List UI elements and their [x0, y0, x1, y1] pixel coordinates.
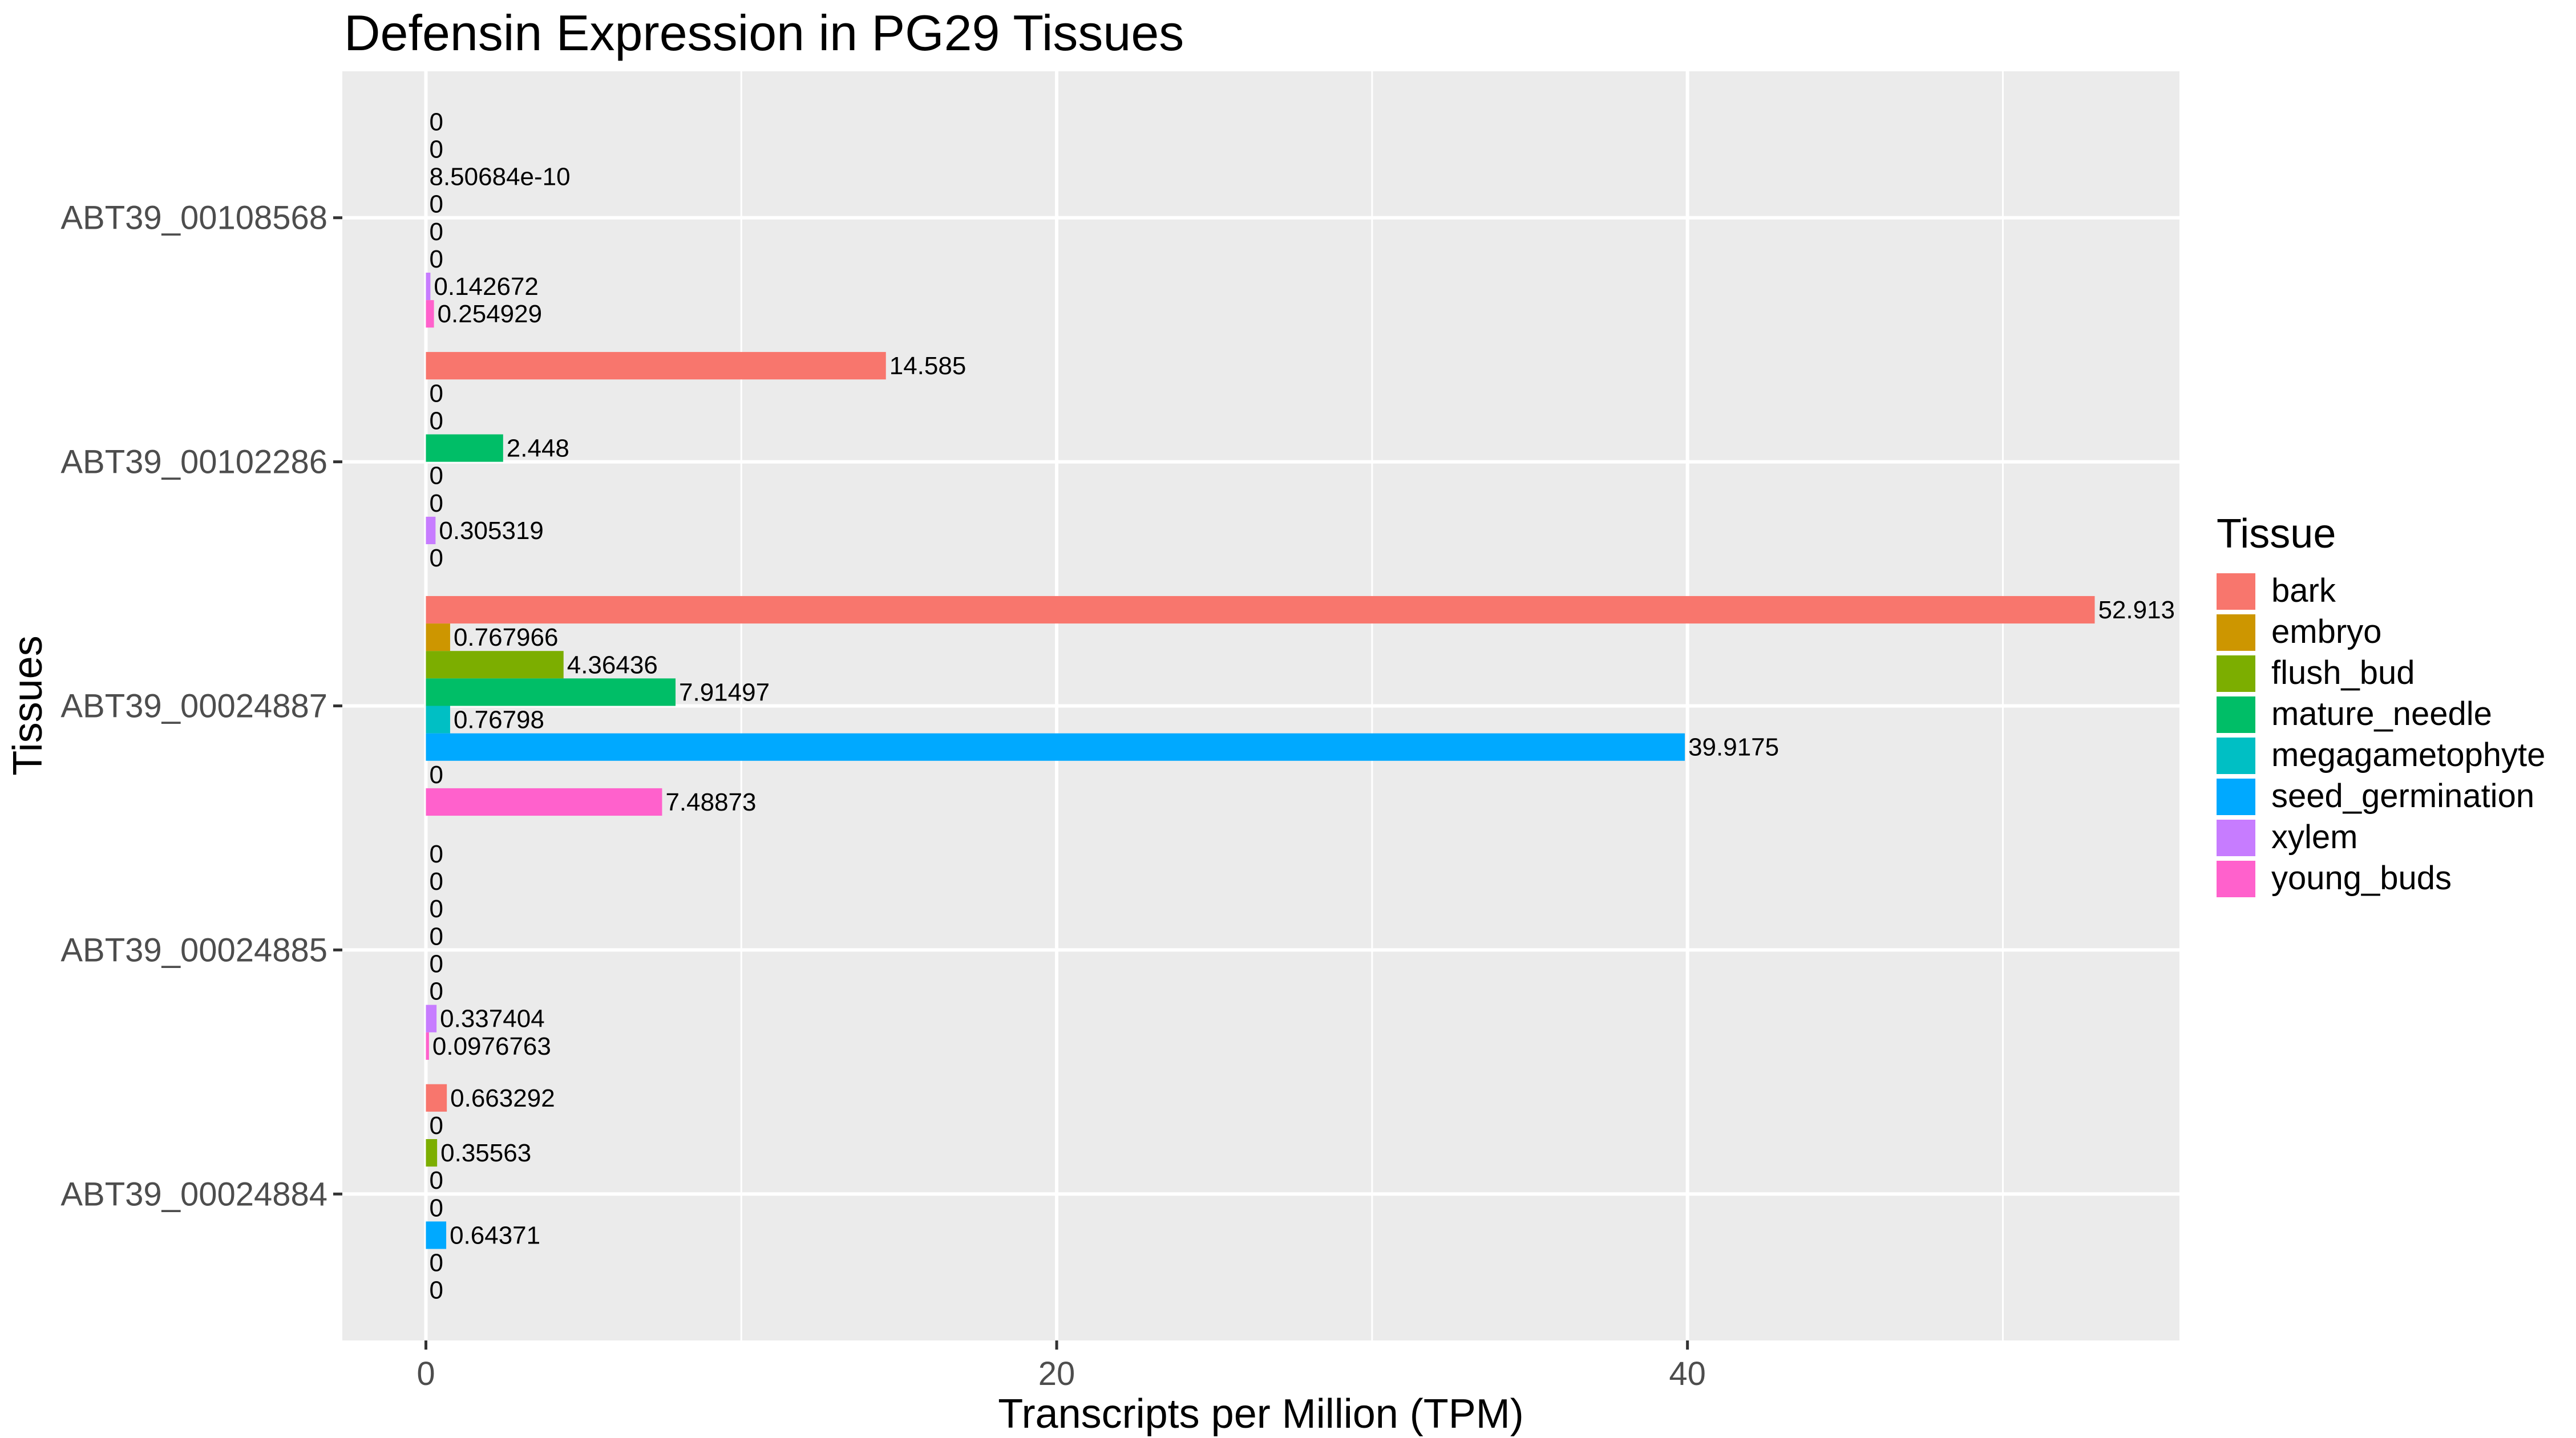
data-label: 0	[429, 1194, 443, 1222]
bar-bark	[426, 352, 886, 380]
data-label: 0	[429, 978, 443, 1006]
bar-embryo	[426, 623, 450, 651]
legend-label: young_buds	[2271, 860, 2452, 897]
data-label: 0	[429, 1249, 443, 1277]
data-label: 0	[429, 489, 443, 517]
y-tick-label: ABT39_00108568	[60, 200, 327, 237]
legend-label: xylem	[2271, 819, 2357, 856]
data-label: 0	[429, 379, 443, 407]
x-tick-label: 20	[1038, 1355, 1075, 1392]
data-label: 0	[429, 135, 443, 163]
bar-young_buds	[426, 1032, 429, 1060]
data-label: 0.663292	[450, 1084, 555, 1112]
data-label: 0	[429, 840, 443, 868]
data-label: 0.64371	[450, 1221, 540, 1249]
legend: Tissue bark embryo flush_bud mature_needlem…	[2217, 511, 2545, 897]
data-label: 52.913	[2098, 596, 2175, 624]
bar-bark	[426, 1084, 447, 1112]
bar-young_buds	[426, 300, 434, 328]
data-label: 0	[429, 544, 443, 572]
data-label: 0	[429, 191, 443, 218]
data-label: 4.36436	[567, 651, 658, 679]
data-label: 39.9175	[1688, 734, 1779, 761]
data-label: 0	[429, 922, 443, 950]
data-label: 0	[429, 245, 443, 273]
data-label: 7.91497	[679, 678, 770, 706]
chart-title: Defensin Expression in PG29 Tissues	[344, 5, 1184, 61]
legend-label: embryo	[2271, 613, 2381, 650]
data-label: 0	[429, 1277, 443, 1305]
x-axis: 0 20 40	[416, 1340, 1706, 1392]
data-label: 0	[429, 895, 443, 923]
bar-xylem	[426, 273, 431, 301]
x-tick-label: 0	[416, 1355, 435, 1392]
data-label: 8.50684e-10	[429, 163, 570, 191]
data-label: 0	[429, 1112, 443, 1140]
bar-flush_bud	[426, 1139, 438, 1167]
x-tick-label: 40	[1669, 1355, 1706, 1392]
legend-label: bark	[2271, 572, 2336, 609]
data-label: 0	[429, 1166, 443, 1194]
legend-label: mature_needle	[2271, 695, 2492, 732]
y-tick-label: ABT39_00024885	[60, 931, 327, 969]
legend-key-seed_germination	[2217, 779, 2255, 815]
data-label: 0	[429, 407, 443, 435]
legend-key-megagametophyte	[2217, 738, 2255, 774]
legend-key-flush_bud	[2217, 655, 2255, 692]
y-tick-label: ABT39_00102286	[60, 444, 327, 481]
data-label: 0.142672	[434, 273, 539, 301]
data-label: 0.767966	[454, 623, 559, 651]
data-label: 0.254929	[438, 300, 543, 328]
data-label: 0	[429, 218, 443, 246]
bar-megagametophyte	[426, 706, 450, 734]
data-label: 0.305319	[439, 517, 544, 545]
legend-title: Tissue	[2217, 511, 2336, 557]
legend-label: flush_bud	[2271, 654, 2415, 691]
data-label: 0	[429, 761, 443, 789]
data-label: 0.0976763	[432, 1032, 551, 1060]
bars	[426, 273, 2095, 1249]
data-label: 0.337404	[440, 1005, 545, 1033]
y-axis: ABT39_00024884 ABT39_00024885 ABT39_000248…	[60, 200, 342, 1213]
bar-mature_needle	[426, 434, 503, 462]
data-label: 0	[429, 950, 443, 978]
data-label: 14.585	[889, 352, 966, 380]
data-label: 0.35563	[440, 1139, 531, 1167]
x-axis-title: Transcripts per Million (TPM)	[998, 1391, 1523, 1437]
legend-key-bark	[2217, 573, 2255, 610]
bar-xylem	[426, 516, 436, 545]
legend-label: seed_germination	[2271, 777, 2534, 815]
bar-flush_bud	[426, 651, 564, 679]
y-tick-label: ABT39_00024887	[60, 688, 327, 725]
data-label: 0	[429, 108, 443, 136]
legend-label: megagametophyte	[2271, 736, 2545, 773]
bar-young_buds	[426, 788, 662, 816]
data-label: 0.76798	[454, 706, 544, 734]
bar-mature_needle	[426, 678, 676, 706]
data-label: 2.448	[507, 435, 569, 463]
y-tick-label: ABT39_00024884	[60, 1176, 327, 1213]
legend-key-embryo	[2217, 614, 2255, 651]
bar-bark	[426, 596, 2095, 624]
data-label: 7.48873	[665, 788, 756, 816]
legend-key-young_buds	[2217, 861, 2255, 897]
data-label: 0	[429, 868, 443, 896]
y-axis-title: Tissues	[5, 635, 51, 775]
legend-key-mature_needle	[2217, 696, 2255, 733]
bar-xylem	[426, 1004, 437, 1032]
legend-key-xylem	[2217, 820, 2255, 856]
data-labels: 0.663292052.91314.5850000.767966000.3556…	[429, 108, 2175, 1304]
bar-seed_germination	[426, 1221, 447, 1249]
data-label: 0	[429, 462, 443, 490]
bar-seed_germination	[426, 733, 1685, 761]
